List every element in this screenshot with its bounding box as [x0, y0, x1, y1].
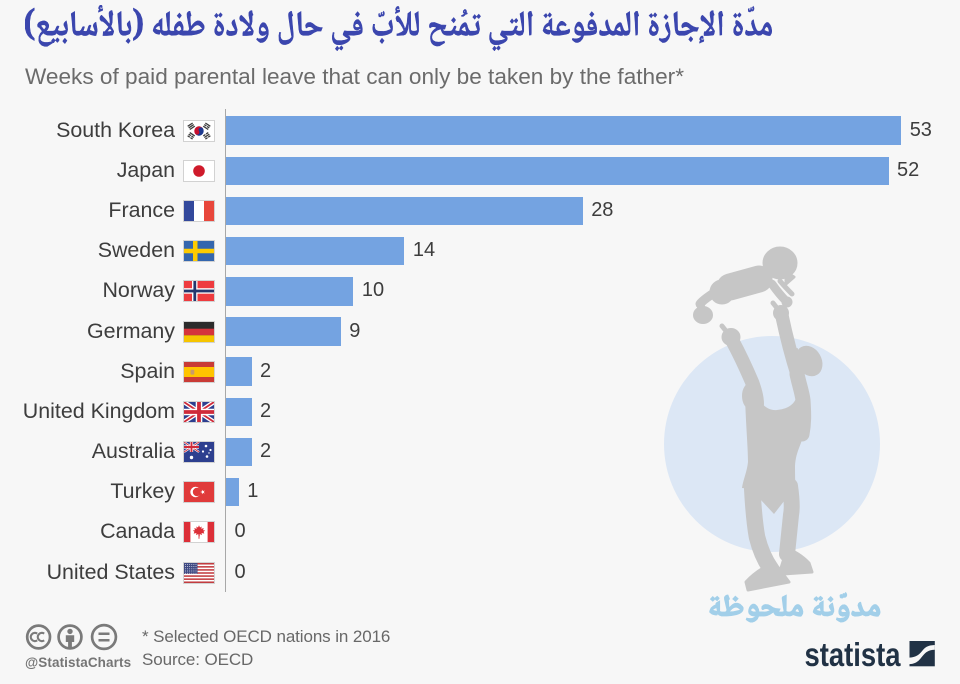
svg-text:statista: statista [805, 637, 901, 674]
